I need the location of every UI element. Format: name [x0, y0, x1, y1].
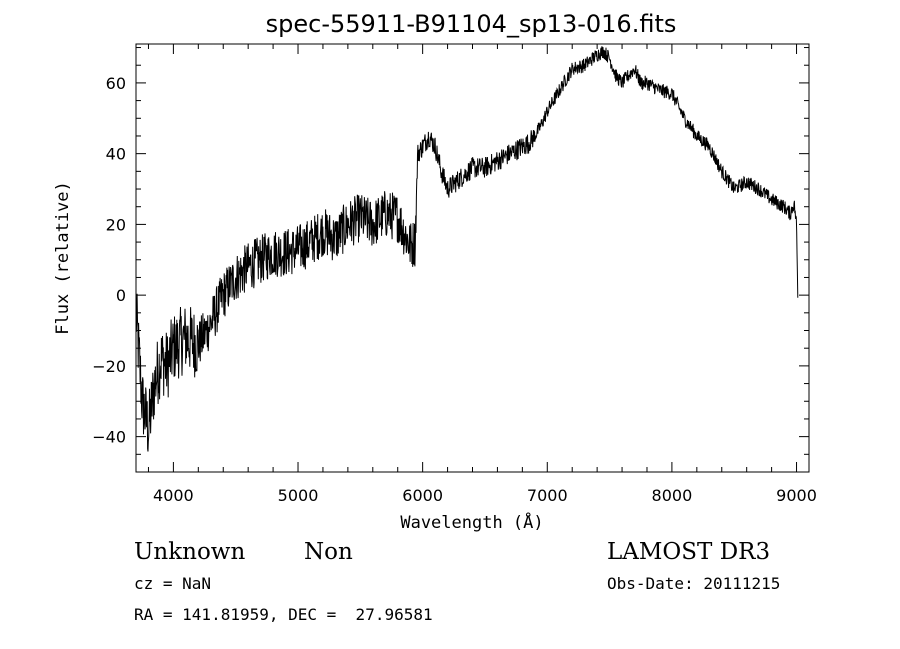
y-tick-label: −20: [92, 357, 126, 376]
x-tick-label: 5000: [278, 486, 319, 505]
y-tick-label: 0: [116, 286, 126, 305]
cz-label: cz = NaN: [134, 574, 211, 593]
coordinates-label: RA = 141.81959, DEC = 27.96581: [134, 605, 433, 624]
axis-ticks: [136, 44, 809, 473]
spectrum-line: [135, 46, 799, 452]
x-tick-label: 8000: [652, 486, 693, 505]
obs-date-label: Obs-Date: 20111215: [607, 574, 780, 593]
y-tick-label: 20: [106, 215, 126, 234]
y-tick-label: −40: [92, 428, 126, 447]
object-type-label: Unknown: [134, 539, 245, 565]
x-tick-label: 4000: [153, 486, 194, 505]
y-tick-label: 60: [106, 74, 126, 93]
x-axis-label: Wavelength (Å): [400, 511, 543, 533]
object-class-label: Non: [304, 539, 353, 565]
y-tick-label: 40: [106, 145, 126, 164]
chart-title: spec-55911-B91104_sp13-016.fits: [266, 10, 677, 38]
survey-label: LAMOST DR3: [607, 539, 770, 565]
x-tick-label: 9000: [776, 486, 817, 505]
y-tick-labels: −40 −20 0 20 40 60: [92, 74, 126, 447]
x-tick-label: 7000: [527, 486, 568, 505]
x-tick-labels: 4000 5000 6000 7000 8000 9000: [153, 486, 817, 505]
x-tick-label: 6000: [402, 486, 443, 505]
y-axis-label: Flux (relative): [53, 181, 73, 335]
